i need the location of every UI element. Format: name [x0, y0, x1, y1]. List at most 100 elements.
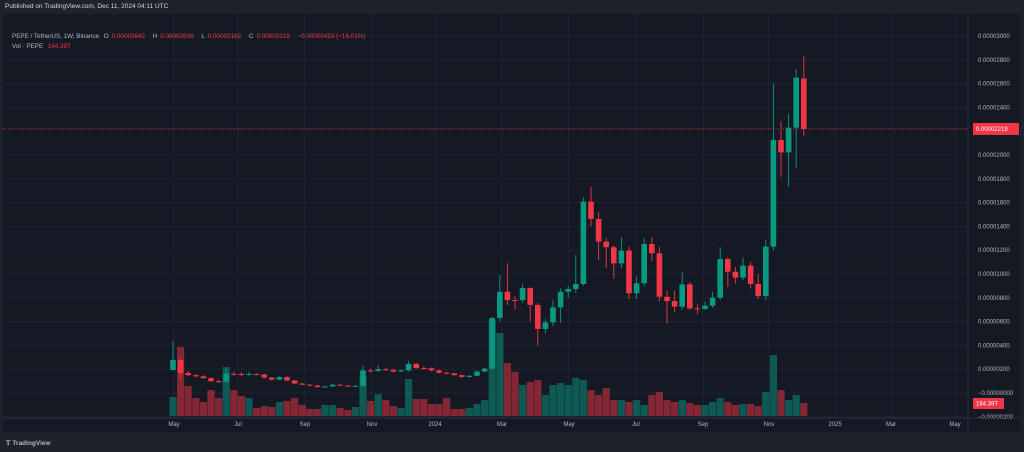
candle-body[interactable] — [284, 377, 290, 381]
candle-body[interactable] — [785, 127, 792, 153]
volume-bar — [253, 408, 261, 416]
candle-body[interactable] — [337, 384, 343, 386]
candle-body[interactable] — [687, 284, 693, 309]
candle-body[interactable] — [405, 363, 412, 371]
candle-body[interactable] — [702, 305, 708, 310]
candle-body[interactable] — [801, 78, 807, 129]
volume-bar — [549, 385, 557, 416]
candle-body[interactable] — [611, 247, 617, 264]
candle-body[interactable] — [633, 283, 640, 294]
candle-body[interactable] — [177, 360, 184, 374]
candle-body[interactable] — [512, 300, 518, 302]
candle-body[interactable] — [276, 377, 283, 380]
candle-body[interactable] — [383, 369, 389, 371]
candle-body[interactable] — [565, 288, 571, 292]
candle-body[interactable] — [649, 244, 655, 254]
candle-body[interactable] — [618, 250, 625, 264]
volume-bar — [655, 391, 663, 416]
symbol-title[interactable]: PEPE / TetherUS, 1W, Binance — [12, 33, 100, 40]
candle-body[interactable] — [352, 385, 359, 387]
candle-body[interactable] — [527, 288, 533, 305]
volume-bar — [222, 366, 230, 416]
candle-body[interactable] — [428, 368, 435, 371]
candle-body[interactable] — [413, 363, 419, 369]
candle-body[interactable] — [443, 372, 450, 374]
candle-body[interactable] — [679, 284, 685, 307]
volume-value: 164.39T — [47, 43, 72, 50]
candle-body[interactable] — [725, 259, 731, 272]
candle-body[interactable] — [329, 384, 336, 387]
candle-body[interactable] — [208, 378, 214, 382]
candle-body[interactable] — [322, 386, 328, 388]
tradingview-logo[interactable]: 𝕋 TradingView — [6, 439, 51, 447]
candle-body[interactable] — [664, 296, 670, 302]
candle-body[interactable] — [778, 140, 784, 153]
candle-body[interactable] — [519, 288, 526, 301]
candle-body[interactable] — [588, 201, 594, 220]
candle-body[interactable] — [170, 360, 176, 371]
candle-body[interactable] — [474, 371, 480, 376]
candle-body[interactable] — [542, 322, 549, 329]
candle-body[interactable] — [535, 304, 541, 329]
candle-body[interactable] — [481, 368, 488, 372]
candle-body[interactable] — [656, 253, 663, 297]
candle-body[interactable] — [740, 265, 746, 278]
candle-body[interactable] — [269, 377, 275, 380]
candle-body[interactable] — [215, 381, 222, 383]
price-tick-label: 0.00002800 — [978, 58, 1010, 64]
candle-body[interactable] — [307, 384, 313, 386]
price-tick-label: 0.00001000 — [978, 272, 1010, 278]
candle-body[interactable] — [732, 271, 739, 278]
candle-body[interactable] — [185, 373, 191, 376]
candle-body[interactable] — [755, 283, 761, 297]
candle-body[interactable] — [489, 318, 495, 369]
candle-body[interactable] — [200, 376, 207, 379]
candle-body[interactable] — [641, 244, 647, 284]
volume-badge — [973, 398, 1004, 409]
high-value: 0.00002836 — [160, 33, 194, 40]
candle-body[interactable] — [573, 283, 579, 289]
candle-body[interactable] — [238, 373, 245, 375]
candle-body[interactable] — [421, 368, 427, 370]
candle-body[interactable] — [793, 77, 799, 128]
volume-bar — [321, 405, 329, 416]
candle-body[interactable] — [709, 297, 716, 306]
candle-body[interactable] — [291, 380, 298, 384]
brand-label: TradingView — [12, 440, 51, 447]
candle-body[interactable] — [717, 259, 723, 298]
candle-body[interactable] — [763, 246, 769, 297]
candle-body[interactable] — [253, 373, 260, 375]
candle-body[interactable] — [671, 301, 678, 307]
candle-body[interactable] — [314, 385, 321, 388]
candle-body[interactable] — [459, 375, 465, 377]
candle-body[interactable] — [436, 370, 442, 373]
volume-title[interactable]: Vol · PEPE — [12, 43, 44, 50]
candle-body[interactable] — [451, 373, 457, 376]
candle-body[interactable] — [398, 370, 404, 372]
candle-body[interactable] — [595, 219, 602, 242]
candle-body[interactable] — [345, 385, 351, 387]
candle-body[interactable] — [580, 201, 587, 284]
candle-body[interactable] — [261, 374, 267, 378]
candle-body[interactable] — [375, 369, 381, 371]
candle-body[interactable] — [603, 241, 609, 248]
candle-body[interactable] — [390, 369, 397, 372]
volume-bar — [359, 377, 367, 416]
candle-body[interactable] — [360, 370, 366, 386]
candle-body[interactable] — [770, 140, 777, 247]
candle-body[interactable] — [557, 291, 564, 308]
candle-body[interactable] — [747, 265, 754, 284]
candle-body[interactable] — [223, 373, 229, 382]
candle-body[interactable] — [504, 291, 511, 301]
candle-body[interactable] — [367, 370, 374, 372]
candle-body[interactable] — [299, 383, 305, 385]
candle-body[interactable] — [246, 373, 252, 375]
candle-body[interactable] — [466, 375, 473, 377]
candle-body[interactable] — [193, 375, 199, 377]
candle-body[interactable] — [626, 250, 632, 294]
candle-body[interactable] — [694, 308, 701, 310]
candle-body[interactable] — [231, 373, 237, 375]
candle-body[interactable] — [497, 291, 503, 319]
candle-body[interactable] — [550, 307, 556, 323]
